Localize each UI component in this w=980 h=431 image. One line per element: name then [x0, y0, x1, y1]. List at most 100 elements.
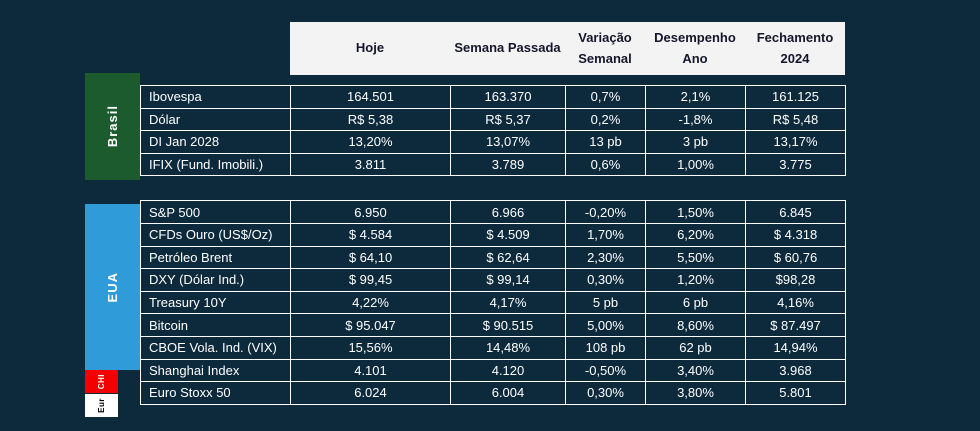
cell-value: 3.775 [745, 152, 846, 177]
row-label: Treasury 10Y [140, 290, 291, 315]
cell-value: 13,20% [290, 130, 451, 154]
cell-value: -1,8% [645, 107, 746, 132]
cell-value: 14,48% [450, 335, 566, 360]
row-label: CBOE Vola. Ind. (VIX) [140, 335, 291, 360]
header-col-hoje: Hoje [355, 40, 385, 56]
cell-value: 3,80% [645, 381, 746, 405]
cell-value: 108 pb [565, 335, 646, 360]
cell-value: $ 62,64 [450, 245, 566, 270]
sidebar-region-brasil: Brasil [85, 73, 140, 180]
cell-value: -0,20% [565, 200, 646, 224]
cell-value: $98,28 [745, 268, 846, 292]
cell-value: 4.101 [290, 358, 451, 383]
cell-value: 4,22% [290, 290, 451, 315]
cell-value: R$ 5,38 [290, 107, 451, 132]
cell-value: 5 pb [565, 290, 646, 315]
cell-value: $ 60,76 [745, 245, 846, 270]
cell-value: 5,00% [565, 313, 646, 337]
row-label: IFIX (Fund. Imobili.) [140, 152, 291, 177]
cell-value: 1,00% [645, 152, 746, 177]
cell-value: 1,70% [565, 222, 646, 247]
table-row: CFDs Ouro (US$/Oz) $ 4.584 $ 4.509 1,70% 6,2… [140, 222, 846, 247]
cell-value: $ 87.497 [745, 313, 846, 337]
cell-value: 6.004 [450, 381, 566, 405]
cell-value: 5.801 [745, 381, 846, 405]
cell-value: 1,50% [645, 200, 746, 224]
market-table: Ibovespa 164.501 163.370 0,7% 2,1% 161.125 Dól… [140, 85, 846, 177]
cell-value: 3.811 [290, 152, 451, 177]
table-row: DI Jan 2028 13,20% 13,07% 13 pb 3 pb 13,17% [140, 130, 846, 154]
cell-value: 0,2% [565, 107, 646, 132]
cell-value: 62 pb [645, 335, 746, 360]
row-label: DI Jan 2028 [140, 130, 291, 154]
table-row: Shanghai Index 4.101 4.120 -0,50% 3,40% 3.968 [140, 358, 846, 383]
table-row: Dólar R$ 5,38 R$ 5,37 0,2% -1,8% R$ 5,48 [140, 107, 846, 132]
region-label: CHI [97, 373, 106, 390]
table-row: Petróleo Brent $ 64,10 $ 62,64 2,30% 5,50% $ … [140, 245, 846, 270]
row-label: Euro Stoxx 50 [140, 381, 291, 405]
cell-value: $ 4.584 [290, 222, 451, 247]
cell-value: 14,94% [745, 335, 846, 360]
cell-value: 4.120 [450, 358, 566, 383]
row-label: Ibovespa [140, 85, 291, 109]
region-label: EUA [105, 271, 120, 303]
cell-value: 6 pb [645, 290, 746, 315]
table-row: Treasury 10Y 4,22% 4,17% 5 pb 6 pb 4,16% [140, 290, 846, 315]
cell-value: 6,20% [645, 222, 746, 247]
cell-value: 3 pb [645, 130, 746, 154]
row-label: S&P 500 [140, 200, 291, 224]
row-label: Bitcoin [140, 313, 291, 337]
cell-value: $ 90.515 [450, 313, 566, 337]
cell-value: 3.968 [745, 358, 846, 383]
cell-value: $ 64,10 [290, 245, 451, 270]
section-gap [140, 176, 845, 200]
cell-value: 6.966 [450, 200, 566, 224]
table-row: Euro Stoxx 50 6.024 6.004 0,30% 3,80% 5.801 [140, 381, 846, 405]
row-label: Shanghai Index [140, 358, 291, 383]
sidebar-region-chi: CHI [85, 370, 118, 393]
cell-value: 4,17% [450, 290, 566, 315]
cell-value: -0,50% [565, 358, 646, 383]
cell-value: 4,16% [745, 290, 846, 315]
cell-value: $ 4.509 [450, 222, 566, 247]
cell-value: 0,7% [565, 85, 646, 109]
region-label: Eur [97, 398, 106, 413]
row-label: Dólar [140, 107, 291, 132]
cell-value: 6.024 [290, 381, 451, 405]
cell-value: 3.789 [450, 152, 566, 177]
table-row: Bitcoin $ 95.047 $ 90.515 5,00% 8,60% $ 87.49… [140, 313, 846, 337]
cell-value: 6.845 [745, 200, 846, 224]
cell-value: 8,60% [645, 313, 746, 337]
cell-value: 0,30% [565, 381, 646, 405]
table-header: Hoje Semana Passada Variação Semanal Des… [290, 22, 845, 75]
table-row: S&P 500 6.950 6.966 -0,20% 1,50% 6.845 [140, 200, 846, 224]
table-row: IFIX (Fund. Imobili.) 3.811 3.789 0,6% 1,00%… [140, 152, 846, 177]
row-label: Petróleo Brent [140, 245, 291, 270]
cell-value: 1,20% [645, 268, 746, 292]
cell-value: 164.501 [290, 85, 451, 109]
cell-value: R$ 5,48 [745, 107, 846, 132]
sidebar-region-eua: EUA [85, 204, 140, 370]
header-col-semana-passada: Semana Passada [454, 40, 561, 56]
cell-value: 5,50% [645, 245, 746, 270]
cell-value: $ 99,45 [290, 268, 451, 292]
cell-value: R$ 5,37 [450, 107, 566, 132]
sidebar-region-eur: Eur [85, 394, 118, 417]
header-col-desempenho-ano: Desempenho Ano [654, 29, 736, 66]
table-row: CBOE Vola. Ind. (VIX) 15,56% 14,48% 108 pb 6… [140, 335, 846, 360]
row-label: DXY (Dólar Ind.) [140, 268, 291, 292]
cell-value: 13 pb [565, 130, 646, 154]
cell-value: 2,1% [645, 85, 746, 109]
cell-value: 13,07% [450, 130, 566, 154]
table-row: DXY (Dólar Ind.) $ 99,45 $ 99,14 0,30% 1,20%… [140, 268, 846, 292]
cell-value: 2,30% [565, 245, 646, 270]
cell-value: 0,30% [565, 268, 646, 292]
cell-value: 161.125 [745, 85, 846, 109]
table-row: Ibovespa 164.501 163.370 0,7% 2,1% 161.125 [140, 85, 846, 109]
market-table: S&P 500 6.950 6.966 -0,20% 1,50% 6.845 CFDs Ou… [140, 200, 846, 405]
cell-value: $ 99,14 [450, 268, 566, 292]
cell-value: $ 4.318 [745, 222, 846, 247]
cell-value: 0,6% [565, 152, 646, 177]
cell-value: 3,40% [645, 358, 746, 383]
